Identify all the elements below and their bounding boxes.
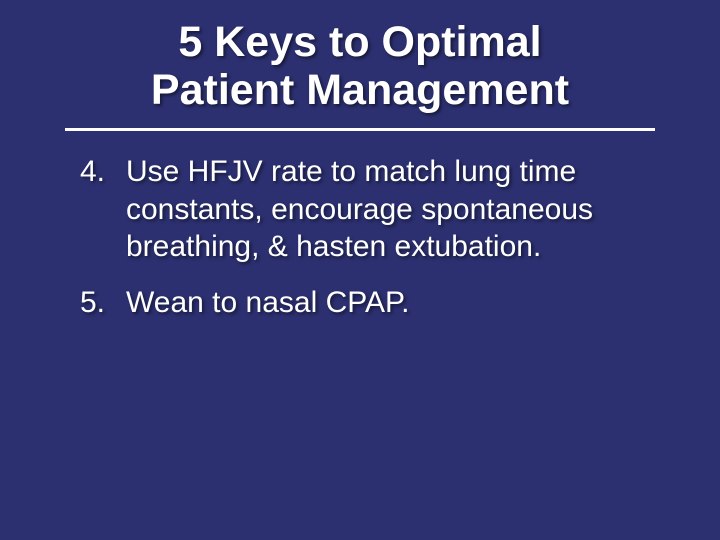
list-item-number: 5. — [80, 284, 126, 322]
title-line-1: 5 Keys to Optimal — [100, 18, 620, 66]
list-item: 4. Use HFJV rate to match lung time cons… — [80, 153, 680, 266]
list-item-text: Use HFJV rate to match lung time constan… — [126, 153, 680, 266]
list-item-text: Wean to nasal CPAP. — [126, 284, 410, 322]
list-item: 5. Wean to nasal CPAP. — [80, 284, 680, 322]
title-divider — [65, 128, 655, 131]
list-item-number: 4. — [80, 153, 126, 191]
slide: 5 Keys to Optimal Patient Management 4. … — [0, 0, 720, 540]
numbered-list: 4. Use HFJV rate to match lung time cons… — [40, 153, 680, 321]
title-line-2: Patient Management — [100, 66, 620, 114]
slide-title: 5 Keys to Optimal Patient Management — [40, 18, 680, 114]
